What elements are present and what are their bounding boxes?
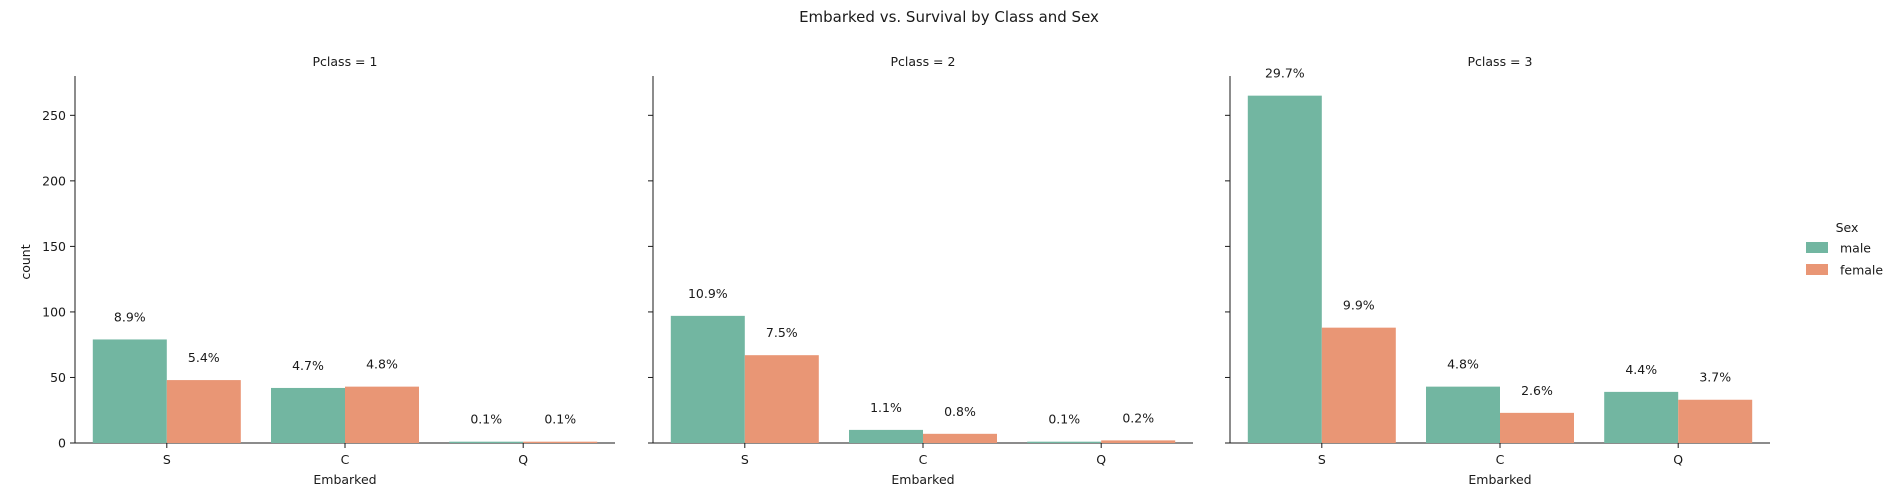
- y-tick-label: 50: [50, 370, 66, 385]
- legend-swatch-male: [1806, 242, 1828, 253]
- bar-female-Q: [1678, 399, 1753, 443]
- legend-swatch-female: [1806, 264, 1828, 275]
- bar-label: 4.4%: [1625, 362, 1657, 377]
- bar-label: 4.8%: [1447, 357, 1479, 372]
- panel-title: Pclass = 3: [1468, 54, 1533, 69]
- bar-label: 9.9%: [1343, 298, 1375, 313]
- bar-male-Q: [1027, 441, 1102, 443]
- bar-male-C: [849, 429, 923, 443]
- panel-1: Pclass = 1 0 50 100 150 200 250 Embarked S 8.9% 5.…: [42, 54, 615, 487]
- y-axis-label: count: [18, 244, 33, 279]
- bar-male-C: [1426, 386, 1500, 443]
- legend-title: Sex: [1836, 220, 1859, 235]
- bar-male-S: [670, 315, 745, 443]
- legend-label-male: male: [1840, 241, 1871, 256]
- x-tick-label: C: [919, 452, 928, 467]
- legend-label-female: female: [1840, 263, 1883, 278]
- y-tick-label: 200: [42, 173, 66, 188]
- bar-label: 0.1%: [544, 412, 576, 427]
- bar-label: 0.8%: [944, 404, 976, 419]
- bar-female-C: [345, 386, 419, 443]
- x-tick-label: C: [1496, 452, 1505, 467]
- x-tick-label: Q: [1673, 452, 1683, 467]
- bar-label: 0.2%: [1122, 410, 1154, 425]
- x-axis-label: Embarked: [313, 472, 376, 487]
- x-tick-label: S: [163, 452, 171, 467]
- bar-female-S: [166, 380, 241, 443]
- panel-3: Pclass = 3 Embarked S 29.7% 9.9% C 4.8% 2.6% Q 4.…: [1225, 54, 1770, 487]
- bar-male-Q: [1604, 391, 1679, 443]
- x-tick-label: Q: [518, 452, 528, 467]
- panel-title: Pclass = 1: [313, 54, 378, 69]
- y-tick-label: 0: [58, 436, 66, 451]
- bar-male-Q: [449, 441, 524, 443]
- bar-female-Q: [1101, 440, 1176, 443]
- bar-female-S: [1321, 327, 1396, 443]
- bar-label: 1.1%: [870, 400, 902, 415]
- legend: Sex male female: [1806, 220, 1883, 278]
- bar-label: 4.7%: [292, 358, 324, 373]
- x-tick-label: S: [741, 452, 749, 467]
- x-tick-label: Q: [1096, 452, 1106, 467]
- bar-male-S: [92, 339, 167, 443]
- bar-female-C: [923, 433, 997, 443]
- bar-label: 29.7%: [1265, 66, 1305, 81]
- bar-label: 0.1%: [1048, 412, 1080, 427]
- y-tick-label: 100: [42, 304, 66, 319]
- panel-title: Pclass = 2: [891, 54, 956, 69]
- bar-label: 3.7%: [1699, 370, 1731, 385]
- x-tick-label: S: [1318, 452, 1326, 467]
- bar-label: 7.5%: [766, 325, 798, 340]
- bar-label: 4.8%: [366, 357, 398, 372]
- panel-2: Pclass = 2 Embarked S 10.9% 7.5% C 1.1% 0.8% Q 0.…: [648, 54, 1193, 487]
- panels: Pclass = 1 0 50 100 150 200 250 Embarked S 8.9% 5.…: [42, 54, 1770, 487]
- bar-label: 5.4%: [188, 350, 220, 365]
- x-tick-label: C: [341, 452, 350, 467]
- bar-female-C: [1500, 412, 1574, 443]
- x-axis-label: Embarked: [1468, 472, 1531, 487]
- bar-label: 2.6%: [1521, 383, 1553, 398]
- bar-female-Q: [523, 441, 598, 443]
- x-axis-label: Embarked: [891, 472, 954, 487]
- bar-male-S: [1247, 95, 1322, 444]
- bar-label: 0.1%: [470, 412, 502, 427]
- bar-female-S: [744, 355, 819, 443]
- chart-title: Embarked vs. Survival by Class and Sex: [799, 8, 1099, 26]
- bar-male-C: [271, 387, 345, 443]
- y-tick-label: 150: [42, 239, 66, 254]
- bar-label: 8.9%: [114, 309, 146, 324]
- y-tick-label: 250: [42, 108, 66, 123]
- bar-label: 10.9%: [688, 286, 728, 301]
